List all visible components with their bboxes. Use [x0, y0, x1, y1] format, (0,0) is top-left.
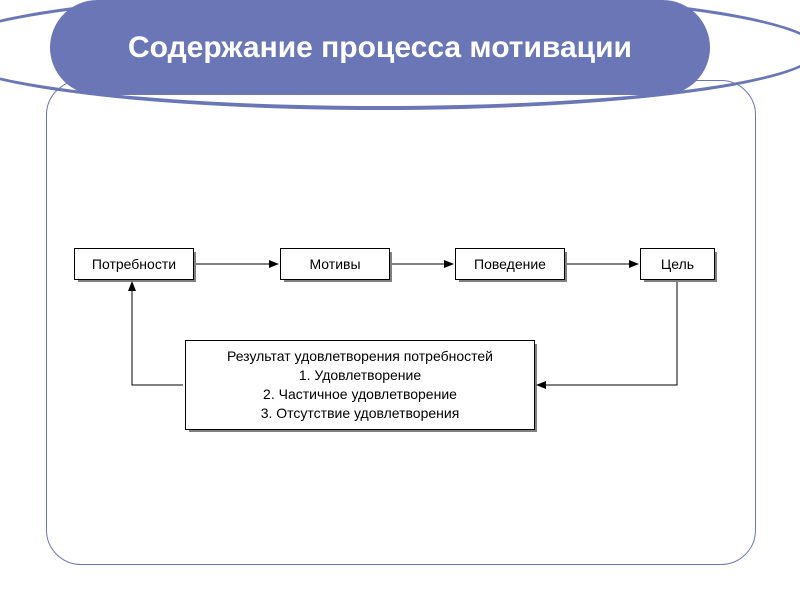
- content-frame: [46, 80, 756, 565]
- result-item: 2. Частичное удовлетворение: [263, 385, 457, 404]
- result-item: 3. Отсутствие удовлетворения: [261, 404, 460, 423]
- node-result: Результат удовлетворения потребностей 1.…: [185, 340, 535, 430]
- node-label: Поведение: [474, 256, 546, 272]
- node-label: Потребности: [92, 256, 176, 272]
- header-title: Содержание процесса мотивации: [128, 30, 632, 66]
- header-pill: Содержание процесса мотивации: [50, 0, 710, 95]
- node-goal: Цель: [640, 248, 715, 280]
- result-item: 1. Удовлетворение: [299, 366, 421, 385]
- node-behavior: Поведение: [455, 248, 565, 280]
- node-needs: Потребности: [74, 248, 194, 280]
- result-title: Результат удовлетворения потребностей: [227, 347, 493, 366]
- node-motives: Мотивы: [280, 248, 390, 280]
- node-label: Мотивы: [309, 256, 360, 272]
- node-label: Цель: [661, 256, 694, 272]
